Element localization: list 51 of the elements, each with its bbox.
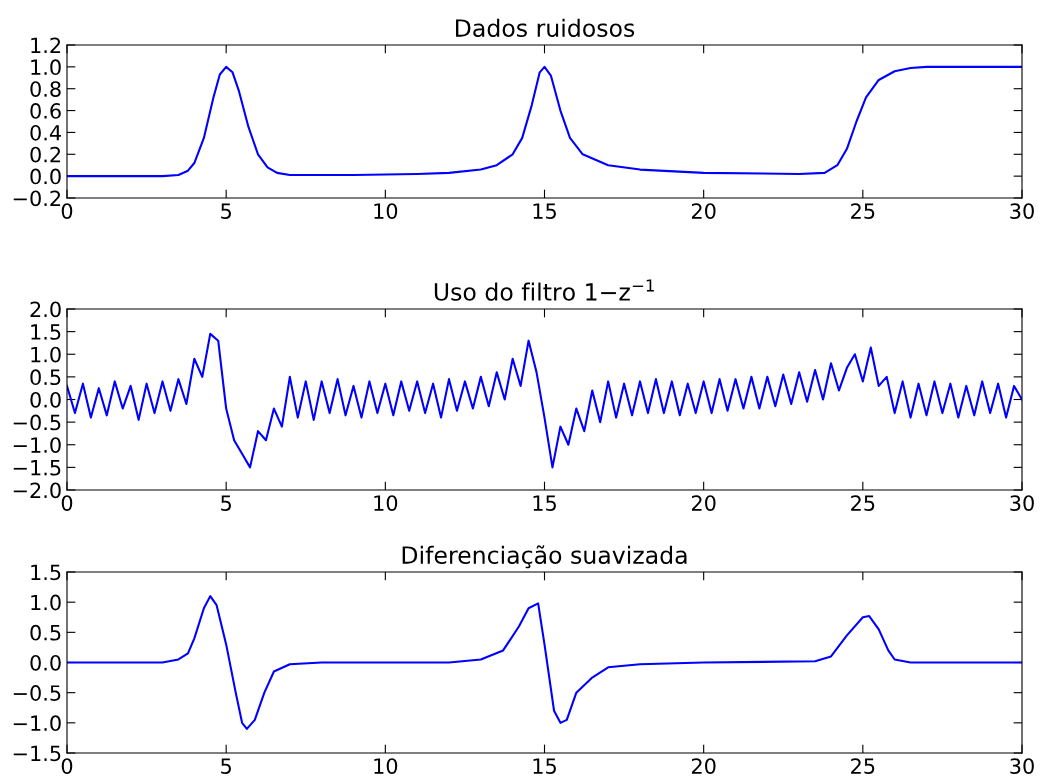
- x-tick-label: 30: [1010, 203, 1034, 219]
- x-tick-label: 5: [221, 495, 231, 511]
- x-tick-label: 25: [851, 203, 875, 219]
- y-tick-label: 0.2: [30, 146, 61, 163]
- line-series: [67, 332, 1022, 469]
- x-tick-label: 25: [851, 495, 875, 511]
- y-tick-label: 0.5: [30, 369, 61, 386]
- line-series: [67, 65, 1022, 178]
- chart-title: Dados ruidosos: [456, 18, 635, 37]
- y-tick-label: −1.0: [13, 715, 61, 732]
- x-tick-label: 20: [691, 758, 716, 774]
- y-tick-label: 1.5: [31, 564, 61, 581]
- chart-title: Diferenciação suavizada: [402, 545, 687, 569]
- y-tick-label: 0.0: [30, 391, 61, 408]
- y-tick-label: 1.0: [31, 594, 61, 611]
- y-tick-label: 0.0: [30, 654, 61, 671]
- x-tick-label: 15: [533, 203, 556, 219]
- y-tick-label: 0.6: [30, 103, 61, 119]
- y-tick-label: −1.5: [13, 460, 61, 476]
- y-tick-label: 0.8: [30, 81, 61, 97]
- x-tick-label: 30: [1010, 758, 1034, 774]
- x-tick-label: 30: [1010, 495, 1034, 511]
- x-tick-label: 5: [221, 203, 231, 219]
- x-tick-label: 10: [374, 758, 398, 774]
- y-tick-label: 2.0: [30, 301, 61, 318]
- line-series: [67, 595, 1022, 730]
- y-tick-label: −0.5: [13, 685, 61, 701]
- x-tick-label: 25: [851, 758, 875, 774]
- x-tick-label: 15: [533, 758, 556, 774]
- chart-title: Uso do filtro 1−z$^{−1}$: [434, 279, 654, 301]
- y-tick-label: −2.0: [13, 482, 61, 499]
- y-tick-label: 1.2: [31, 37, 61, 53]
- y-tick-label: −1.5: [13, 745, 61, 762]
- x-tick-label: 10: [374, 495, 398, 511]
- x-tick-label: 20: [691, 495, 716, 511]
- y-tick-label: 0.4: [30, 124, 61, 141]
- y-tick-label: 1.0: [31, 59, 61, 76]
- y-tick-label: −0.2: [13, 190, 61, 207]
- x-tick-label: 0: [61, 203, 73, 219]
- y-tick-label: 1.5: [31, 324, 61, 340]
- x-tick-label: 5: [221, 758, 231, 774]
- x-tick-label: 0: [61, 495, 73, 511]
- x-tick-label: 0: [61, 758, 73, 774]
- x-tick-label: 15: [533, 495, 556, 511]
- x-tick-label: 10: [374, 203, 398, 219]
- x-tick-label: 20: [691, 203, 716, 219]
- y-tick-label: 0.5: [30, 624, 61, 641]
- y-tick-label: −0.5: [13, 414, 61, 431]
- y-tick-label: −1.0: [13, 437, 61, 453]
- y-tick-label: 0.0: [30, 168, 61, 185]
- y-tick-label: 1.0: [31, 346, 61, 363]
